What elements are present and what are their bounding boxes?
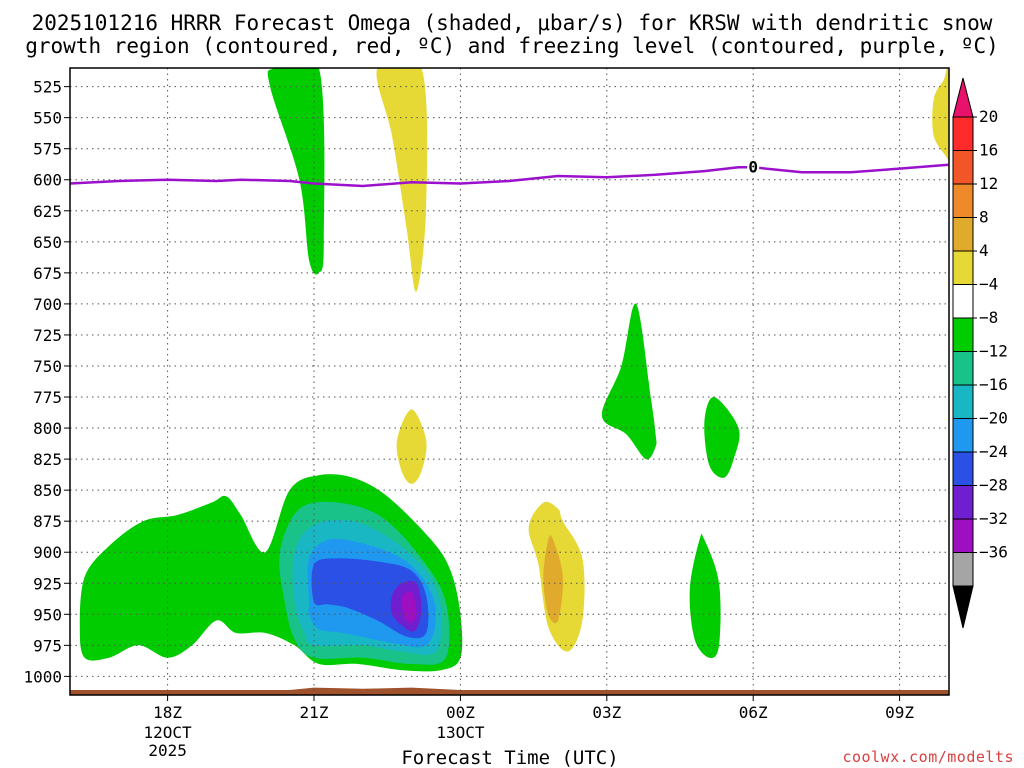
y-tick-label-925: 925: [33, 574, 62, 593]
colorbar-label-11: −28: [979, 476, 1008, 495]
x-tick-label-21Z: 21Z: [300, 703, 329, 722]
colorbar-label-1: 16: [979, 141, 998, 160]
terrain-layer: [70, 687, 949, 695]
colorbar-label-5: −4: [979, 275, 998, 294]
terrain-fill: [70, 687, 949, 695]
plot-frame: [69, 67, 950, 696]
colorbar-bottom-arrow: [952, 585, 974, 629]
y-tick-label-825: 825: [33, 450, 62, 469]
colorbar-label-8: −16: [979, 375, 1008, 394]
y-tick-label-650: 650: [33, 233, 62, 252]
credit-text: coolwx.com/modelts: [842, 748, 1014, 766]
y-tick-label-550: 550: [33, 109, 62, 128]
colorbar-label-7: −12: [979, 342, 1008, 361]
y-tick-label-600: 600: [33, 171, 62, 190]
colorbar-label-10: −24: [979, 442, 1008, 461]
colorbar-box-7: [952, 351, 974, 386]
y-tick-label-975: 975: [33, 636, 62, 655]
x-tick-date-18Z: 12OCT: [144, 723, 193, 742]
colorbar-box-9: [952, 418, 974, 453]
colorbar: 20 16 12 8 4 −4 −8 −12 −16 −20 −24 −28 −32 −36: [952, 77, 1008, 629]
y-tick-label-875: 875: [33, 512, 62, 531]
colorbar-box-4: [952, 250, 974, 285]
colorbar-box-1: [952, 150, 974, 185]
x-tick-year-18Z: 2025: [148, 741, 187, 760]
colorbar-box-2: [952, 183, 974, 218]
x-tick-label-00Z: 00Z: [446, 703, 475, 722]
colorbar-box-10: [952, 451, 974, 486]
colorbar-top-arrow: [952, 77, 974, 118]
green-lobe-780-03z: [601, 303, 657, 460]
colorbar-box-8: [952, 384, 974, 419]
freezing-level-label: 0: [748, 157, 758, 176]
y-tick-label-750: 750: [33, 357, 62, 376]
colorbar-label-6: −8: [979, 308, 998, 327]
x-tick-date-00Z: 13OCT: [436, 723, 485, 742]
colorbar-box-11: [952, 485, 974, 520]
colorbar-label-3: 8: [979, 208, 989, 227]
y-tick-label-525: 525: [33, 78, 62, 97]
x-tick-label-03Z: 03Z: [592, 703, 621, 722]
x-tick-label-06Z: 06Z: [739, 703, 768, 722]
colorbar-label-0: 20: [979, 107, 998, 126]
y-tick-label-950: 950: [33, 605, 62, 624]
green-blob-930-05z: [689, 533, 721, 659]
freezing-level-layer: 0: [70, 157, 949, 188]
y-tick-label-900: 900: [33, 543, 62, 562]
grid-layer: [70, 68, 949, 695]
colorbar-box-0: [952, 116, 974, 151]
orange-blob-910-02z: [543, 535, 564, 624]
yellow-blob-800: [396, 409, 427, 484]
y-tick-label-850: 850: [33, 481, 62, 500]
y-tick-label-575: 575: [33, 140, 62, 159]
x-tick-label-09Z: 09Z: [885, 703, 914, 722]
colorbar-box-13: [952, 552, 974, 587]
omega-shading-layer: [79, 68, 949, 672]
y-tick-label-800: 800: [33, 419, 62, 438]
colorbar-box-5: [952, 284, 974, 319]
colorbar-box-12: [952, 518, 974, 553]
y-axis-ticks: 525 550 575 600 625 650 675 700 725 750 775 800 825 8…: [23, 78, 70, 686]
yellow-lobe-upper-right: [932, 68, 949, 184]
y-tick-label-625: 625: [33, 202, 62, 221]
colorbar-label-12: −32: [979, 509, 1008, 528]
green-blob-800-05z: [704, 396, 740, 478]
y-tick-label-700: 700: [33, 295, 62, 314]
y-tick-label-1000: 1000: [23, 667, 62, 686]
purple-core-inner: [401, 591, 417, 624]
chart-title-line1: 2025101216 HRRR Forecast Omega (shaded, …: [32, 11, 993, 35]
yellow-lobe-upper-center: [376, 68, 428, 292]
y-tick-label-675: 675: [33, 264, 62, 283]
colorbar-box-3: [952, 217, 974, 252]
green-lobe-upper-left: [267, 68, 325, 275]
colorbar-label-2: 12: [979, 174, 998, 193]
colorbar-label-4: 4: [979, 241, 989, 260]
y-tick-label-725: 725: [33, 326, 62, 345]
x-tick-label-18Z: 18Z: [153, 703, 182, 722]
x-axis-label: Forecast Time (UTC): [401, 747, 618, 768]
colorbar-box-6: [952, 317, 974, 352]
colorbar-label-13: −36: [979, 543, 1008, 562]
chart-title-line2: growth region (contoured, red, ºC) and f…: [25, 34, 999, 58]
y-tick-label-775: 775: [33, 388, 62, 407]
colorbar-label-9: −20: [979, 409, 1008, 428]
freezing-level-label-bg: [747, 159, 760, 175]
freezing-level-line: [70, 163, 949, 188]
